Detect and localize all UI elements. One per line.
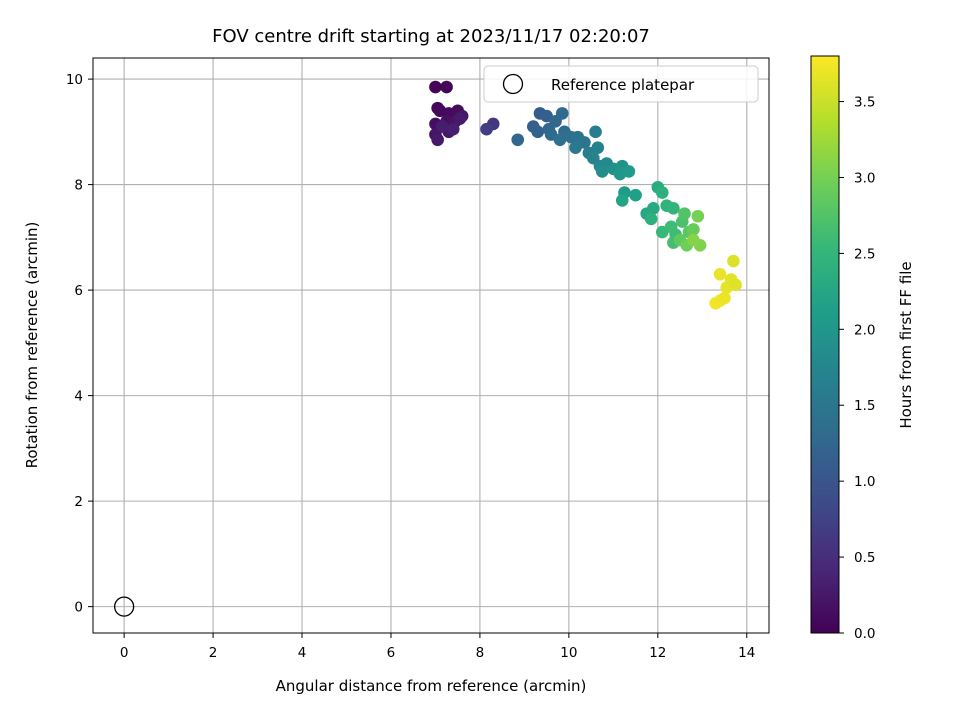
scatter-point: [431, 133, 444, 147]
x-tick-label: 2: [209, 645, 218, 661]
colorbar-tick-label: 0.5: [854, 550, 875, 566]
y-tick-label: 6: [74, 283, 83, 299]
scatter-point: [691, 209, 705, 223]
reference-marker: [113, 596, 135, 617]
legend-marker: [502, 73, 524, 95]
grid-lines: [93, 58, 769, 633]
scatter-point: [555, 107, 569, 120]
scatter-point: [480, 122, 493, 136]
scatter-point: [655, 186, 669, 199]
scatter-point: [511, 133, 525, 147]
legend: Reference platepar: [483, 65, 759, 103]
x-axis-ticks: 0 2 4 6 8 10 12 14: [120, 633, 755, 661]
colorbar-tick-label: 3.5: [854, 95, 875, 111]
scatter-point: [667, 202, 680, 215]
scatter-point: [589, 125, 602, 139]
legend-entry: Reference platepar: [551, 76, 695, 94]
chart-title: FOV centre drift starting at 2023/11/17 …: [212, 26, 650, 47]
scatter-point: [687, 233, 700, 247]
scatter-point: [687, 223, 700, 236]
scatter-point: [644, 212, 658, 226]
scatter-point: [622, 165, 636, 178]
scatter-point: [453, 112, 467, 125]
x-tick-label: 12: [649, 645, 666, 661]
scatter-point: [591, 141, 605, 154]
scatter-point: [727, 254, 740, 268]
scatter-points: [429, 80, 742, 310]
colorbar-tick-label: 2.0: [854, 322, 875, 338]
reference-point: [113, 596, 135, 617]
x-tick-label: 8: [476, 645, 485, 661]
x-tick-label: 14: [738, 645, 755, 661]
colorbar: [811, 56, 839, 633]
plot-frame: [92, 57, 770, 634]
y-tick-label: 2: [74, 494, 83, 510]
scatter-point: [729, 278, 742, 292]
colorbar-tick-label: 0.0: [854, 626, 875, 642]
scatter-point: [531, 125, 545, 139]
x-axis-label: Angular distance from reference (arcmin): [276, 677, 587, 695]
scatter-point: [629, 188, 642, 202]
scatter-point: [647, 202, 660, 215]
scatter-point: [429, 80, 442, 94]
x-tick-label: 10: [560, 645, 577, 661]
scatter-point: [553, 133, 567, 147]
y-axis-label: Rotation from reference (arcmin): [23, 222, 41, 469]
x-tick-label: 0: [120, 645, 129, 661]
scatter-point: [440, 80, 453, 94]
y-tick-label: 8: [74, 178, 83, 194]
colorbar-tick-label: 3.0: [854, 170, 875, 186]
scatter-point: [569, 141, 582, 154]
scatter-point: [718, 291, 731, 305]
y-axis-ticks: 0 2 4 6 8 10: [66, 72, 93, 616]
colorbar-tick-label: 1.5: [854, 398, 875, 414]
y-tick-label: 4: [74, 389, 83, 405]
scatter-point: [435, 120, 449, 133]
legend-box: [483, 65, 759, 103]
colorbar-label: Hours from first FF file: [897, 261, 915, 428]
x-tick-label: 4: [298, 645, 307, 661]
scatter-point: [446, 122, 460, 136]
colorbar-frame: [810, 55, 840, 634]
colorbar-ticks: 0.0 0.5 1.0 1.5 2.0 2.5 3.0 3.5: [839, 95, 875, 642]
scatter-point: [678, 207, 691, 220]
scatter-point: [595, 165, 609, 178]
y-tick-label: 0: [74, 600, 83, 616]
scatter-point: [615, 194, 629, 207]
x-tick-label: 6: [387, 645, 396, 661]
colorbar-tick-label: 2.5: [854, 246, 875, 262]
y-tick-label: 10: [66, 72, 83, 88]
colorbar-tick-label: 1.0: [854, 474, 875, 490]
scatter-point: [713, 267, 727, 281]
